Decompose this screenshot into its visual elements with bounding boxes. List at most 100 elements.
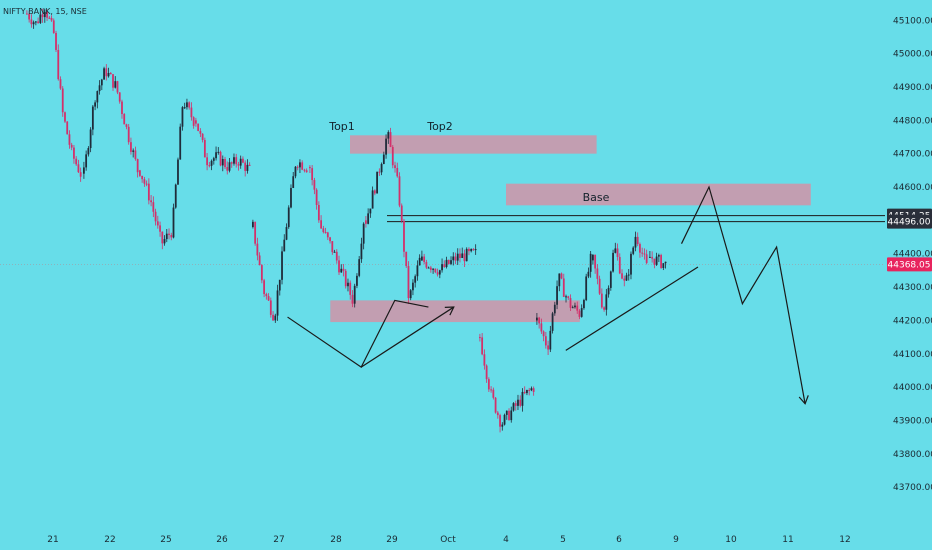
candle-body-67 bbox=[177, 159, 179, 185]
candle-body-119 bbox=[294, 166, 297, 177]
price-tag-1: 44496.00 bbox=[888, 218, 931, 228]
candle-body-161 bbox=[389, 132, 392, 147]
candle-body-32 bbox=[98, 85, 101, 92]
y-tick-5: 44600.00 bbox=[893, 183, 932, 193]
candle-body-189 bbox=[452, 256, 455, 261]
candle-body-248 bbox=[587, 271, 590, 277]
candle-body-79 bbox=[203, 139, 206, 158]
candle-body-277 bbox=[653, 258, 656, 265]
candle-body-18 bbox=[66, 121, 69, 135]
candle-body-132 bbox=[324, 232, 327, 234]
time-axis[interactable]: 21 22 25 26 27 28 29 Oct 4 5 6 9 10 11 12 bbox=[47, 535, 850, 545]
candle-body-74 bbox=[192, 117, 195, 126]
x-tick-14: 12 bbox=[839, 535, 850, 545]
candle-body-204 bbox=[487, 379, 490, 390]
candle-body-123 bbox=[303, 169, 306, 171]
candle-body-257 bbox=[607, 287, 610, 295]
candle-body-262 bbox=[618, 256, 621, 274]
zone-2 bbox=[330, 300, 580, 323]
y-tick-3: 44800.00 bbox=[893, 116, 932, 126]
candle-body-254 bbox=[600, 293, 603, 308]
candle-body-34 bbox=[103, 68, 105, 80]
candle-body-169 bbox=[407, 266, 410, 299]
candle-body-104 bbox=[260, 265, 263, 281]
candle-body-214 bbox=[510, 410, 513, 421]
candle-body-65 bbox=[172, 207, 175, 238]
candle-body-11 bbox=[50, 17, 53, 21]
candle-body-166 bbox=[400, 205, 403, 221]
candle-body-170 bbox=[409, 290, 412, 299]
candle-body-255 bbox=[603, 307, 605, 310]
candle-body-60 bbox=[161, 231, 164, 244]
candle-body-77 bbox=[199, 130, 202, 134]
x-tick-12: 10 bbox=[725, 535, 737, 545]
candle-body-167 bbox=[403, 220, 405, 252]
candle-body-117 bbox=[290, 187, 292, 208]
candle-body-28 bbox=[89, 129, 92, 149]
candle-body-110 bbox=[274, 315, 277, 321]
candle-body-241 bbox=[571, 307, 574, 309]
candle-body-239 bbox=[567, 296, 570, 299]
candle-body-49 bbox=[136, 159, 139, 173]
price-axis[interactable]: 45100.00 45000.00 44900.00 44800.00 44700.00… bbox=[893, 16, 932, 493]
candle-body-12 bbox=[52, 20, 55, 33]
candle-body-231 bbox=[549, 330, 552, 350]
candle-body-97 bbox=[244, 162, 247, 171]
top2-label: Top2 bbox=[426, 120, 453, 133]
candle-body-62 bbox=[165, 233, 168, 240]
candle-body-99 bbox=[248, 164, 251, 166]
candle-body-15 bbox=[59, 79, 62, 89]
candle-body-252 bbox=[596, 268, 599, 279]
y-tick-10: 44000.00 bbox=[893, 383, 932, 393]
candle-body-4 bbox=[34, 21, 37, 23]
candle-body-9 bbox=[46, 11, 48, 18]
candle-body-63 bbox=[168, 233, 170, 235]
candles-layer bbox=[26, 8, 667, 433]
y-tick-8: 44200.00 bbox=[893, 316, 932, 326]
candle-body-273 bbox=[643, 253, 646, 255]
candle-body-172 bbox=[414, 276, 417, 283]
candle-body-209 bbox=[499, 415, 501, 427]
candle-body-42 bbox=[121, 101, 123, 115]
candle-body-193 bbox=[461, 253, 464, 258]
candle-body-256 bbox=[605, 294, 608, 310]
candle-body-263 bbox=[621, 273, 623, 279]
candle-body-164 bbox=[396, 167, 399, 177]
candle-body-179 bbox=[429, 267, 432, 270]
x-tick-5: 28 bbox=[330, 535, 342, 545]
candle-body-92 bbox=[233, 157, 235, 164]
candle-body-19 bbox=[68, 134, 71, 145]
candle-body-116 bbox=[287, 207, 290, 228]
trendline-double-bottom-right bbox=[360, 306, 455, 368]
candle-body-176 bbox=[423, 256, 426, 263]
candle-body-76 bbox=[197, 123, 200, 131]
candle-body-245 bbox=[580, 308, 583, 317]
candle-body-111 bbox=[276, 290, 279, 316]
candle-body-33 bbox=[100, 79, 103, 86]
candle-body-45 bbox=[127, 126, 130, 143]
candle-body-68 bbox=[179, 126, 182, 160]
candle-body-83 bbox=[212, 158, 215, 161]
candle-body-125 bbox=[309, 166, 311, 169]
candle-body-81 bbox=[208, 165, 211, 167]
candle-body-55 bbox=[150, 200, 152, 203]
candle-body-151 bbox=[367, 213, 370, 224]
candle-body-20 bbox=[70, 144, 73, 148]
candle-body-141 bbox=[344, 270, 347, 287]
candle-body-278 bbox=[655, 256, 658, 265]
candle-body-173 bbox=[416, 265, 419, 277]
candle-body-0 bbox=[26, 13, 28, 15]
trendline-projection bbox=[680, 185, 806, 404]
candle-body-168 bbox=[405, 251, 408, 267]
candle-body-70 bbox=[183, 107, 186, 109]
candle-body-7 bbox=[41, 14, 44, 18]
candle-body-107 bbox=[267, 296, 270, 301]
candle-body-174 bbox=[418, 257, 421, 266]
y-tick-12: 43800.00 bbox=[893, 450, 932, 460]
y-tick-11: 43900.00 bbox=[893, 416, 932, 426]
candle-body-85 bbox=[217, 151, 220, 153]
x-tick-3: 26 bbox=[216, 535, 228, 545]
candle-body-86 bbox=[219, 151, 222, 166]
